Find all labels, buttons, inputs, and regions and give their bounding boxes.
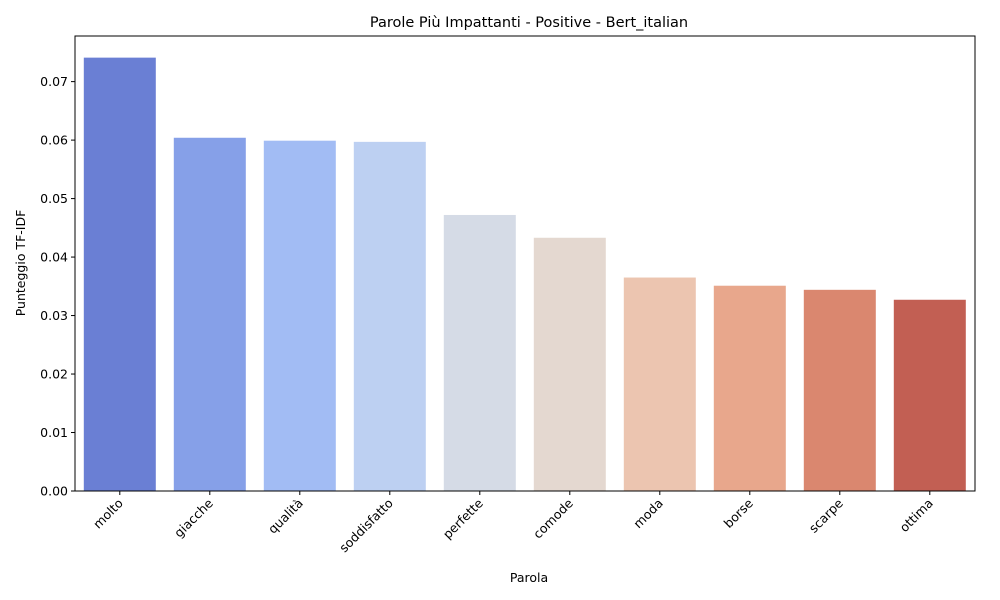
x-tick-label: perfette <box>440 495 486 541</box>
bar-comode <box>533 237 606 491</box>
y-tick-label: 0.00 <box>40 484 68 499</box>
x-tick-label: qualità <box>265 496 306 537</box>
y-axis-label: Punteggio TF-IDF <box>13 210 28 317</box>
bar-ottima <box>893 299 966 491</box>
x-tick-label: comode <box>530 495 576 541</box>
x-tick-label: borse <box>721 495 757 531</box>
bar-scarpe <box>803 289 876 491</box>
x-tick-label: molto <box>90 496 126 532</box>
x-tick-label: ottima <box>896 496 935 535</box>
y-tick-label: 0.07 <box>40 74 68 89</box>
bar-qualità <box>263 140 336 491</box>
x-axis: molto giacche qualità soddisfatto perfette co… <box>90 491 936 555</box>
y-axis: 0.00 0.01 0.02 0.03 0.04 0.05 0.06 0.07 <box>40 74 75 499</box>
x-tick-label: soddisfatto <box>336 496 396 556</box>
y-tick-label: 0.06 <box>40 133 68 148</box>
bar-perfette <box>443 214 516 491</box>
y-tick-label: 0.05 <box>40 191 68 206</box>
x-tick-label: scarpe <box>806 495 846 535</box>
bar-soddisfatto <box>353 141 426 492</box>
x-axis-label: Parola <box>510 570 548 585</box>
chart-title: Parole Più Impattanti - Positive - Bert_… <box>370 15 688 31</box>
bar-giacche <box>173 137 246 491</box>
plot-frame <box>74 35 976 492</box>
y-tick-label: 0.04 <box>40 250 68 265</box>
x-tick-label: giacche <box>171 495 216 540</box>
y-tick-label: 0.01 <box>40 425 68 440</box>
y-tick-label: 0.03 <box>40 308 68 323</box>
bar-borse <box>713 285 786 491</box>
y-tick-label: 0.02 <box>40 367 68 382</box>
bar-moda <box>623 277 696 491</box>
bars-group <box>83 57 966 492</box>
x-tick-label: moda <box>630 496 666 532</box>
bar-molto <box>83 57 156 491</box>
